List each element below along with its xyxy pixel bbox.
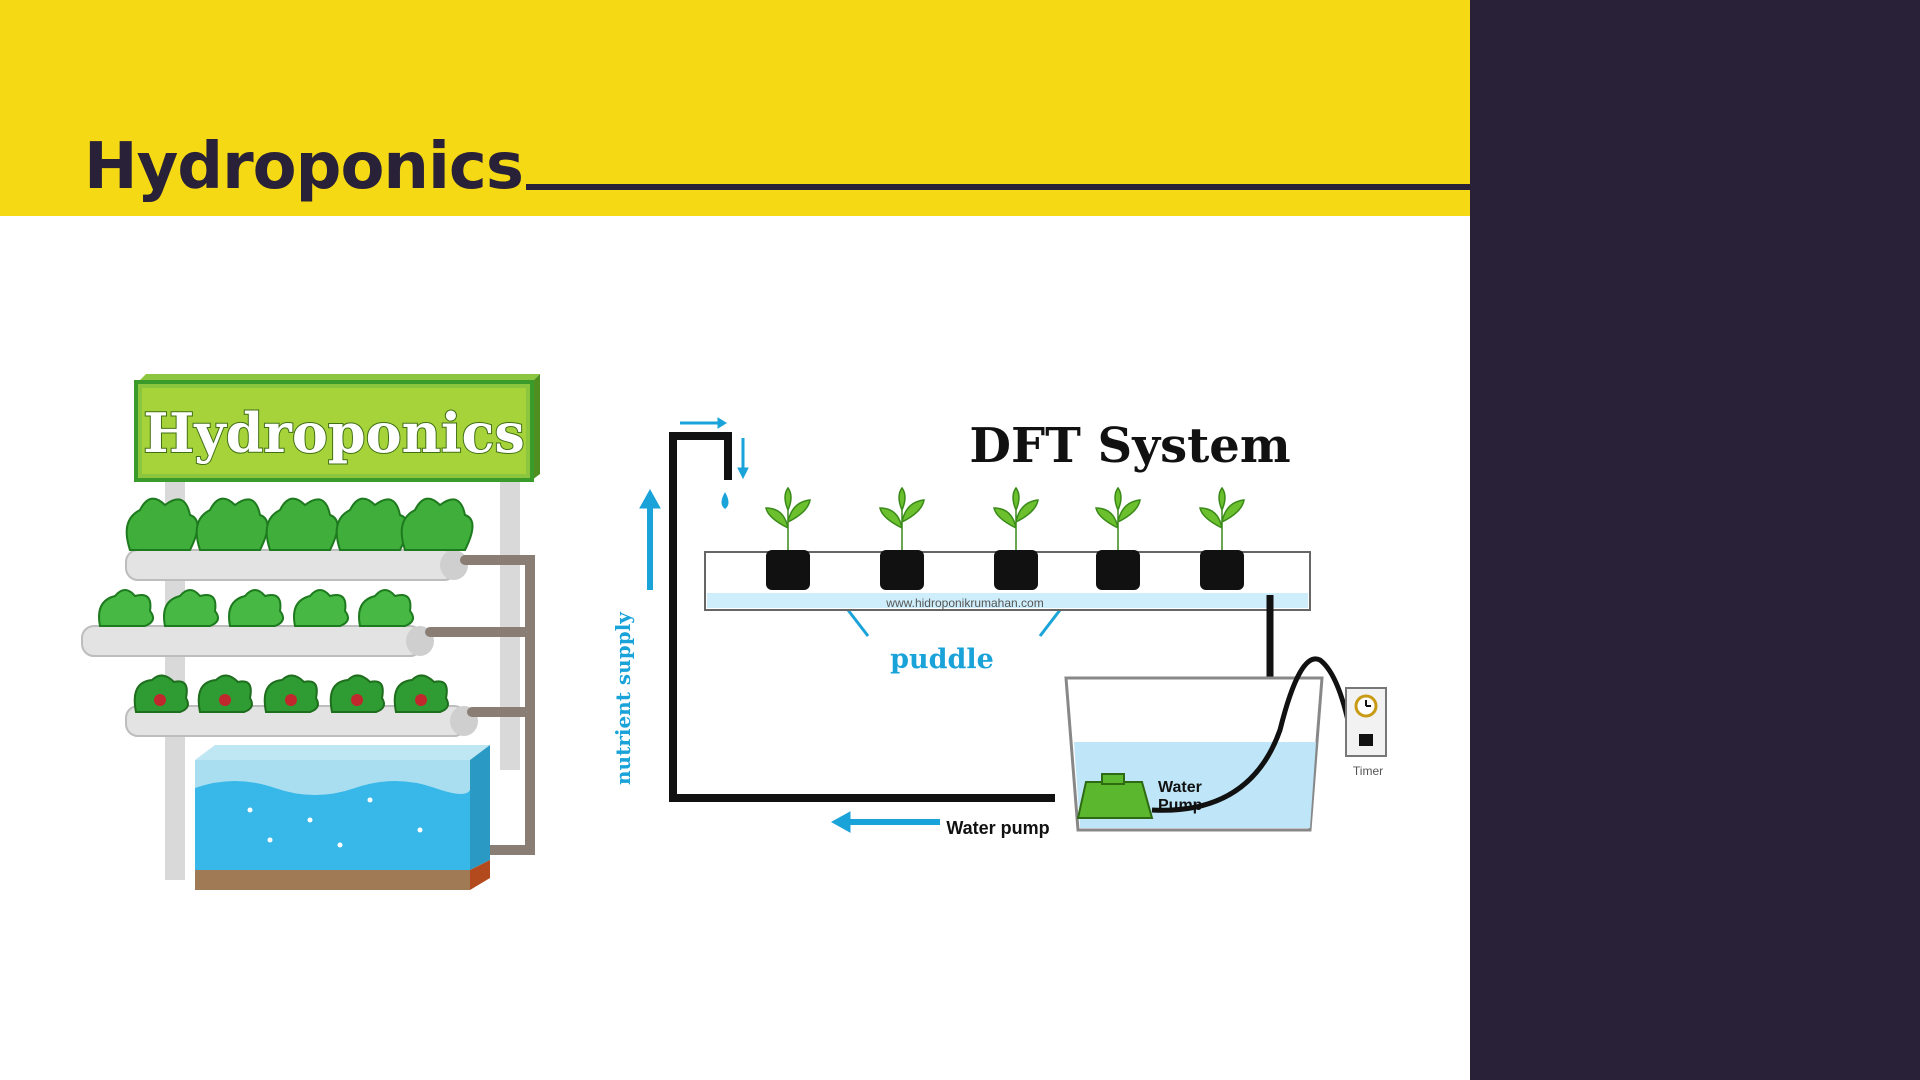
nutrient-tank — [195, 745, 490, 890]
shelf-bottom — [125, 705, 478, 737]
watermark-text: www.hidroponikrumahan.com — [885, 596, 1043, 610]
dft-system-diagram: DFT System www.hidroponikrumahan.com — [611, 417, 1387, 838]
rack-post-right — [500, 470, 520, 770]
hydroponics-rack-illustration: Hydroponics — [81, 374, 540, 890]
water-drop-icon — [721, 492, 729, 509]
nutrient-supply-label: nutrient supply — [611, 611, 635, 785]
water-pump-caption: Water pump — [946, 818, 1049, 838]
shelf-middle — [81, 625, 434, 657]
strawberry-plants — [133, 674, 449, 713]
title-underline — [526, 184, 1470, 190]
lettuce-plants — [125, 497, 474, 551]
return-pipe — [425, 555, 535, 855]
hydroponics-sign: Hydroponics — [134, 374, 540, 482]
timer-icon: Timer — [1345, 687, 1387, 778]
shelf-top — [125, 549, 468, 581]
header-band — [0, 0, 1470, 216]
potted-seedlings — [765, 486, 1245, 590]
puddle-label: puddle — [890, 644, 994, 675]
supply-pipe — [669, 432, 732, 802]
power-cord — [1151, 656, 1355, 813]
sign-label: Hydroponics — [143, 401, 524, 465]
page-title: Hydroponics — [84, 130, 524, 204]
side-panel — [1470, 0, 1920, 1080]
flow-arrows — [639, 417, 1062, 833]
timer-label: Timer — [1353, 764, 1383, 778]
seedling-plants — [98, 589, 415, 627]
dft-title: DFT System — [969, 418, 1290, 474]
pump-label-line1: Water — [1158, 779, 1202, 796]
